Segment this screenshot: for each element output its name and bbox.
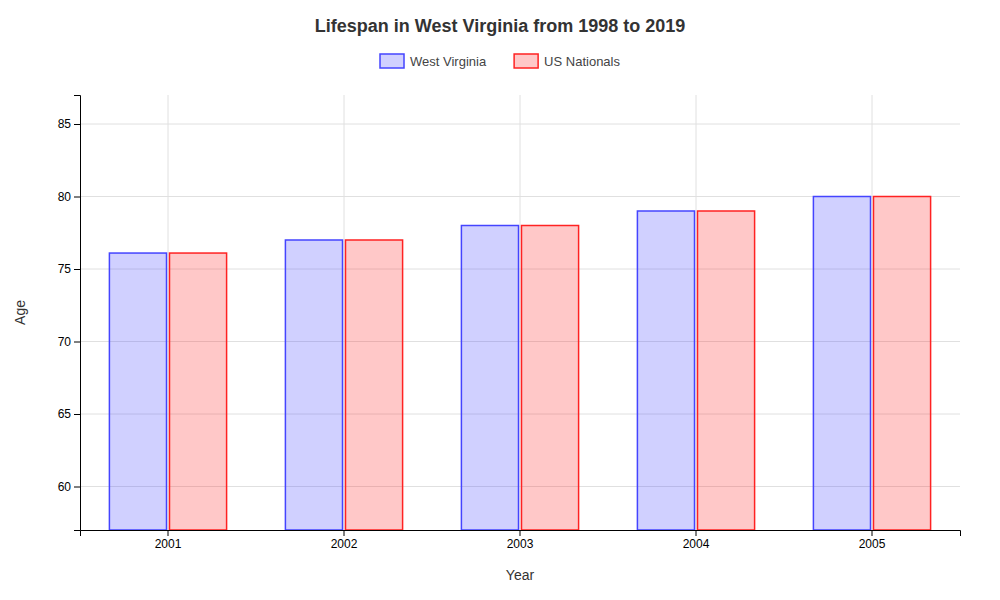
bar: [813, 197, 870, 531]
y-tick-mark: [74, 197, 80, 198]
legend-swatch: [380, 54, 404, 68]
x-tick: 2004: [683, 530, 710, 551]
x-tick: 2005: [859, 530, 886, 551]
bar-series: [170, 197, 931, 531]
grid-line-x: [344, 95, 345, 530]
x-tick-label: 2005: [859, 537, 886, 551]
x-tick-mark: [872, 530, 873, 536]
legend-label: West Virginia: [410, 54, 487, 69]
grid-line-x: [696, 95, 697, 530]
bars: [109, 197, 930, 531]
x-tick-mark: [344, 530, 345, 536]
grid-line-x: [168, 95, 169, 530]
x-tick-mark: [696, 530, 697, 536]
chart: 60 65 70 75 80 85 2001 2002 2003 2004 2005 Year Age L…: [0, 0, 1000, 600]
y-axis-title: Age: [12, 300, 28, 325]
x-tick: 2001: [155, 530, 182, 551]
bar: [874, 197, 931, 531]
legend-swatch: [514, 54, 538, 68]
x-tick-mark: [168, 530, 169, 536]
y-tick-mark: [74, 414, 80, 415]
y-tick: 65: [58, 407, 80, 421]
grid: [80, 95, 960, 530]
bar: [522, 226, 579, 531]
legend-label: US Nationals: [544, 54, 620, 69]
y-tick: 80: [58, 190, 80, 204]
y-tick-mark: [74, 342, 80, 343]
y-tick: 85: [58, 117, 80, 131]
y-tick-mark: [74, 487, 80, 488]
y-tick-label: 75: [58, 262, 72, 276]
bar: [698, 211, 755, 530]
y-tick-label: 80: [58, 190, 72, 204]
x-tick: 2003: [507, 530, 534, 551]
y-tick-mark: [74, 269, 80, 270]
y-tick: 60: [58, 480, 80, 494]
bar: [346, 240, 403, 530]
y-tick-label: 65: [58, 407, 72, 421]
bar: [285, 240, 342, 530]
y-tick: 70: [58, 335, 80, 349]
y-axis: 60 65 70 75 80 85: [58, 96, 81, 531]
grid-line-x: [872, 95, 873, 530]
y-tick-label: 70: [58, 335, 72, 349]
x-tick-label: 2003: [507, 537, 534, 551]
y-axis-line: [74, 96, 81, 531]
bar: [637, 211, 694, 530]
y-tick: 75: [58, 262, 80, 276]
chart-title: Lifespan in West Virginia from 1998 to 2…: [315, 16, 685, 36]
x-tick: 2002: [331, 530, 358, 551]
y-tick-label: 60: [58, 480, 72, 494]
grid-line-x: [520, 95, 521, 530]
x-tick-label: 2004: [683, 537, 710, 551]
legend: West Virginia US Nationals: [380, 54, 620, 69]
legend-item: West Virginia: [380, 54, 487, 69]
plot: 60 65 70 75 80 85 2001 2002 2003 2004 2005: [58, 95, 961, 551]
x-tick-label: 2002: [331, 537, 358, 551]
y-tick-mark: [74, 124, 80, 125]
y-tick-label: 85: [58, 117, 72, 131]
x-tick-mark: [520, 530, 521, 536]
x-tick-label: 2001: [155, 537, 182, 551]
bar: [170, 253, 227, 530]
x-axis-title: Year: [506, 567, 535, 583]
x-axis: 2001 2002 2003 2004 2005: [81, 530, 961, 551]
bar: [461, 226, 518, 531]
x-axis-line: [81, 531, 961, 537]
bar-series: [109, 197, 870, 531]
legend-item: US Nationals: [514, 54, 620, 69]
bar: [109, 253, 166, 530]
